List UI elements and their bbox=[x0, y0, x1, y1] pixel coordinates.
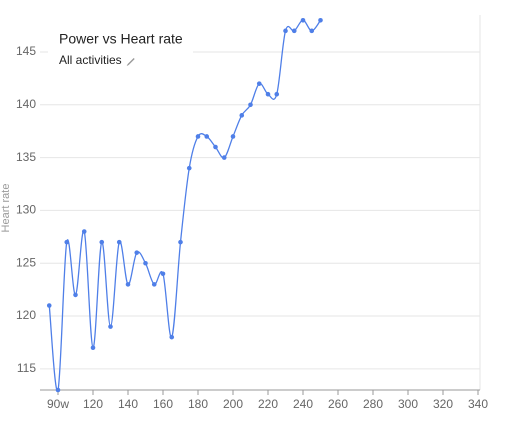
point bbox=[125, 282, 131, 287]
point bbox=[134, 250, 140, 255]
point bbox=[213, 144, 218, 150]
point bbox=[73, 292, 78, 298]
point bbox=[81, 229, 87, 234]
point bbox=[160, 271, 166, 277]
line bbox=[48, 19, 322, 392]
point bbox=[108, 324, 113, 329]
point bbox=[230, 134, 236, 139]
x-tick-label: 280 bbox=[363, 397, 383, 411]
y-tick-label: 140 bbox=[16, 97, 36, 111]
point bbox=[318, 17, 323, 23]
point bbox=[151, 282, 157, 287]
point bbox=[64, 239, 70, 245]
y-axis-label: Heart rate bbox=[0, 184, 12, 233]
edit-icon bbox=[126, 58, 135, 66]
chart-title: Power vs Heart rate bbox=[59, 31, 183, 47]
y-tick-label: 135 bbox=[16, 150, 36, 164]
point bbox=[46, 303, 52, 308]
x-tick-label: 300 bbox=[398, 397, 418, 411]
point bbox=[116, 239, 122, 245]
point bbox=[221, 155, 227, 160]
point bbox=[248, 102, 253, 108]
x-tick-label: 180 bbox=[188, 397, 208, 411]
x-tick-label: 220 bbox=[258, 397, 278, 411]
point bbox=[169, 334, 175, 340]
chart-subtitle: All activities bbox=[59, 53, 122, 67]
x-tick-label: 340 bbox=[468, 397, 488, 411]
x-tick-label: 140 bbox=[118, 397, 138, 411]
point bbox=[239, 113, 245, 118]
point bbox=[283, 28, 288, 34]
y-tick-label: 130 bbox=[16, 203, 36, 217]
x-tick-label: 240 bbox=[293, 397, 313, 411]
point bbox=[99, 239, 105, 245]
point bbox=[291, 28, 297, 34]
point bbox=[186, 165, 192, 171]
point bbox=[300, 17, 306, 23]
point bbox=[178, 239, 183, 245]
title-box bbox=[48, 25, 193, 73]
x-tick-label: 200 bbox=[223, 397, 243, 411]
point bbox=[256, 81, 262, 86]
point bbox=[274, 91, 280, 97]
y-tick-label: 145 bbox=[16, 44, 36, 58]
y-tick-label: 115 bbox=[17, 361, 36, 375]
point bbox=[55, 387, 61, 393]
point bbox=[195, 134, 201, 139]
y-tick-label: 120 bbox=[16, 308, 36, 322]
x-tick-label: 260 bbox=[328, 397, 348, 411]
x-tick-label: 160 bbox=[153, 397, 173, 411]
x-tick-label: 90w bbox=[47, 397, 69, 411]
point bbox=[204, 134, 210, 139]
point bbox=[265, 91, 271, 97]
x-tick-label: 120 bbox=[83, 397, 103, 411]
point bbox=[143, 260, 148, 266]
x-tick-label: 320 bbox=[433, 397, 453, 411]
point bbox=[90, 345, 96, 351]
y-tick-label: 125 bbox=[16, 255, 36, 269]
point bbox=[309, 28, 315, 34]
